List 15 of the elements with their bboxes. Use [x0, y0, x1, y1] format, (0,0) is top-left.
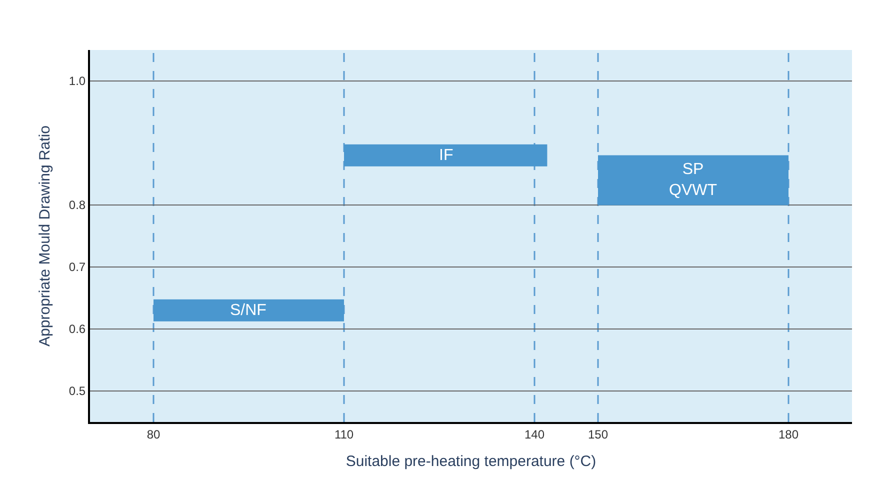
y-tick-label: 0.5 — [68, 384, 86, 398]
series-label: SP QVWT — [669, 161, 718, 199]
y-tick-label: 0.8 — [68, 198, 86, 212]
y-tick-label: 0.7 — [68, 260, 86, 274]
x-tick-label: 110 — [334, 427, 354, 442]
x-axis-title: Suitable pre-heating temperature (°C) — [346, 452, 596, 470]
y-tick-label: 0.6 — [68, 322, 86, 336]
x-tick-label: 180 — [778, 427, 799, 442]
y-axis-title: Appropriate Mould Drawing Ratio — [36, 126, 54, 346]
x-tick-label: 80 — [146, 427, 160, 442]
series-label: IF — [439, 147, 454, 164]
x-tick-label: 150 — [588, 427, 608, 442]
series-label: S/NF — [230, 302, 267, 319]
x-tick-label: 140 — [524, 427, 545, 442]
y-tick-label: 1.0 — [68, 74, 86, 88]
